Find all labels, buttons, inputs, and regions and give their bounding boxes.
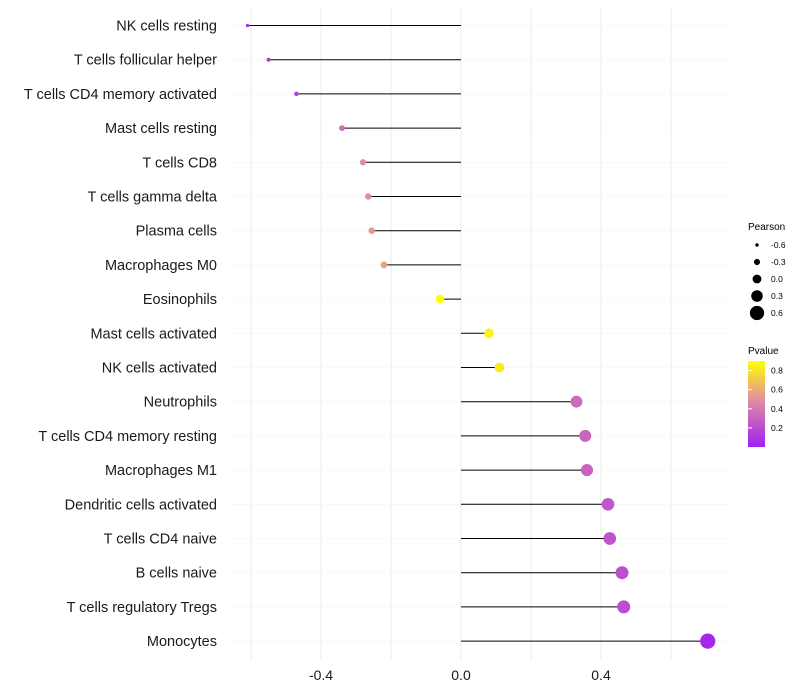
color-legend: Pvalue 0.2 0.4 0.6 0.8 [748,346,783,447]
category-label: T cells CD4 naive [104,532,217,548]
category-label: Monocytes [147,634,217,650]
size-legend-key [753,258,761,266]
x-tick-label: 0.0 [451,667,471,683]
x-axis-tick-labels: -0.4 0.0 0.4 [309,667,611,683]
x-tick-label: -0.4 [309,667,333,683]
category-label: B cells naive [136,566,217,582]
size-legend-label: 0.0 [771,274,783,284]
category-label: Eosinophils [143,292,217,308]
size-legend-label: 0.6 [771,308,783,318]
size-legend-key [755,243,759,247]
category-label: T cells CD8 [142,155,217,171]
category-label: Macrophages M0 [105,258,217,274]
lollipop-point [435,294,445,304]
size-legend-label: 0.3 [771,291,783,301]
lollipop-point [615,566,629,580]
category-label: Mast cells resting [105,121,217,137]
lollipop-point [359,159,367,166]
lollipop-point [368,227,376,234]
color-legend-label: 0.6 [771,385,783,395]
lollipop-point [380,261,388,269]
lollipop-stems [247,25,708,642]
lollipop-point [494,362,505,373]
color-legend-title: Pvalue [748,346,779,357]
category-label: T cells regulatory Tregs [67,600,217,616]
lollipop-point [266,57,271,62]
color-legend-label: 0.2 [771,423,783,433]
lollipop-point [484,328,494,339]
category-label: T cells CD4 memory activated [24,87,217,103]
lollipop-point [580,464,594,477]
size-legend-key [751,290,763,302]
size-legend-label: -0.6 [771,240,786,250]
lollipop-point [700,633,716,649]
color-legend-label: 0.8 [771,366,783,376]
grid-lines [230,8,728,660]
category-label: Neutrophils [144,395,217,411]
color-legend-bar [748,361,765,447]
category-label: Mast cells activated [90,326,217,342]
lollipop-point [603,532,617,545]
size-legend-label: -0.3 [771,257,786,267]
color-legend-label: 0.4 [771,404,783,414]
size-legend-key [749,305,765,321]
lollipop-points [245,23,716,649]
category-label: NK cells resting [116,19,217,35]
lollipop-point [601,497,615,511]
lollipop-point [617,600,631,614]
lollipop-point [579,429,592,442]
category-label: T cells gamma delta [88,190,218,206]
lollipop-point [245,23,250,28]
category-label: Plasma cells [136,224,217,240]
size-legend: Pearson -0.6 -0.3 0.0 0.3 0.6 [748,222,786,321]
category-label: T cells follicular helper [74,53,217,69]
size-legend-key [752,274,762,284]
lollipop-point [365,193,372,200]
lollipop-point [570,395,583,408]
x-tick-label: 0.4 [591,667,611,683]
lollipop-point [339,125,345,131]
category-label: Dendritic cells activated [65,497,217,513]
lollipop-point [294,91,299,97]
category-label: T cells CD4 memory resting [38,429,217,445]
category-label: Macrophages M1 [105,463,217,479]
category-labels: NK cells resting T cells follicular helpe… [24,19,218,651]
category-label: NK cells activated [102,361,217,377]
size-legend-title: Pearson [748,222,785,233]
